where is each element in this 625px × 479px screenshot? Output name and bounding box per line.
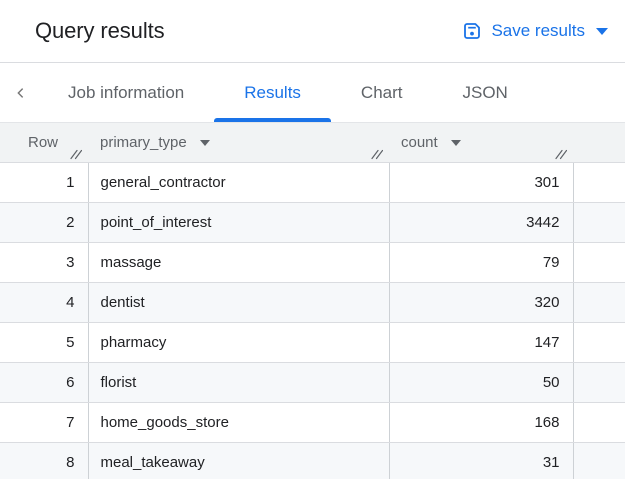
table-row: 8 meal_takeaway 31 [0, 442, 625, 479]
count-cell: 301 [389, 162, 574, 203]
table-row: 4 dentist 320 [0, 282, 625, 323]
tab-job-information[interactable]: Job information [38, 63, 214, 122]
row-number-cell: 6 [0, 362, 89, 403]
column-label: primary_type [100, 134, 187, 151]
save-results-label: Save results [491, 21, 585, 40]
table-row: 1 general_contractor 301 [0, 162, 625, 203]
count-cell: 50 [389, 362, 574, 403]
resize-handle-icon[interactable] [69, 148, 83, 160]
primary-type-cell: meal_takeaway [88, 442, 390, 479]
row-number-cell: 2 [0, 202, 89, 243]
count-cell: 31 [389, 442, 574, 479]
column-header-spacer [573, 122, 625, 163]
save-results-button[interactable]: Save results [458, 15, 612, 47]
count-cell: 168 [389, 402, 574, 443]
results-tabbar: Job information Results Chart JSON [0, 63, 625, 122]
table-header-row: Row primary_type [0, 122, 625, 163]
page-title: Query results [35, 18, 165, 43]
tab-json[interactable]: JSON [433, 63, 538, 122]
table-row: 6 florist 50 [0, 362, 625, 403]
table-row: 7 home_goods_store 168 [0, 402, 625, 443]
save-icon [462, 21, 482, 41]
caret-down-icon [596, 27, 608, 35]
spacer-cell [573, 442, 625, 479]
query-results-header: Query results Save results [0, 0, 625, 63]
primary-type-cell: home_goods_store [88, 402, 390, 443]
column-header-row: Row [0, 122, 88, 163]
spacer-cell [573, 282, 625, 323]
column-label: Row [28, 134, 59, 151]
sort-caret-icon[interactable] [450, 139, 461, 146]
primary-type-cell: general_contractor [88, 162, 390, 203]
row-number-cell: 4 [0, 282, 89, 323]
primary-type-cell: point_of_interest [88, 202, 390, 243]
tab-results[interactable]: Results [214, 63, 331, 122]
spacer-cell [573, 362, 625, 403]
spacer-cell [573, 322, 625, 363]
tab-chart[interactable]: Chart [331, 63, 433, 122]
table-row: 2 point_of_interest 3442 [0, 202, 625, 243]
primary-type-cell: florist [88, 362, 390, 403]
row-number-cell: 1 [0, 162, 89, 203]
column-header-primary-type[interactable]: primary_type [88, 122, 389, 163]
table-row: 5 pharmacy 147 [0, 322, 625, 363]
column-header-count[interactable]: count [389, 122, 573, 163]
results-table: Row primary_type [0, 122, 625, 479]
spacer-cell [573, 202, 625, 243]
spacer-cell [573, 242, 625, 283]
column-label: count [401, 134, 438, 151]
primary-type-cell: dentist [88, 282, 390, 323]
row-number-cell: 3 [0, 242, 89, 283]
spacer-cell [573, 402, 625, 443]
spacer-cell [573, 162, 625, 203]
sort-caret-icon[interactable] [199, 139, 210, 146]
resize-handle-icon[interactable] [554, 148, 568, 160]
row-number-cell: 7 [0, 402, 89, 443]
count-cell: 147 [389, 322, 574, 363]
resize-handle-icon[interactable] [370, 148, 384, 160]
primary-type-cell: pharmacy [88, 322, 390, 363]
table-row: 3 massage 79 [0, 242, 625, 283]
primary-type-cell: massage [88, 242, 390, 283]
count-cell: 3442 [389, 202, 574, 243]
row-number-cell: 8 [0, 442, 89, 479]
chevron-left-icon[interactable] [0, 63, 38, 122]
count-cell: 79 [389, 242, 574, 283]
row-number-cell: 5 [0, 322, 89, 363]
count-cell: 320 [389, 282, 574, 323]
